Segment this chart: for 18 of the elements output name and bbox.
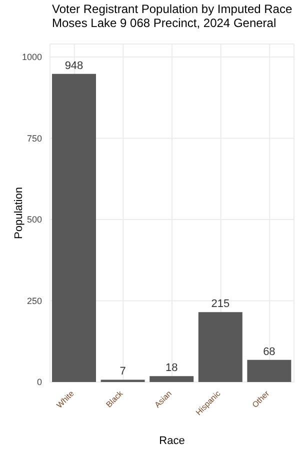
data-label: 18 — [165, 362, 178, 374]
bar — [247, 360, 292, 382]
data-label: 948 — [64, 60, 84, 72]
data-label: 68 — [263, 346, 276, 358]
data-label: 7 — [120, 366, 126, 378]
bar — [198, 312, 242, 382]
y-tick-label: 750 — [26, 133, 42, 144]
chart-title: Voter Registrant Population by Imputed Race — [52, 2, 292, 16]
y-tick-label: 1000 — [22, 52, 42, 62]
y-tick-label: 250 — [26, 296, 42, 306]
y-tick-label: 500 — [26, 214, 42, 225]
y-axis-title: Population — [12, 187, 25, 239]
bar — [150, 376, 194, 382]
data-label: 215 — [211, 298, 230, 310]
y-tick-label: 0 — [36, 377, 42, 388]
x-axis-title: Race — [159, 435, 185, 447]
bar — [52, 74, 96, 382]
chart-subtitle: Moses Lake 9 068 Precinct, 2024 General — [52, 16, 278, 30]
